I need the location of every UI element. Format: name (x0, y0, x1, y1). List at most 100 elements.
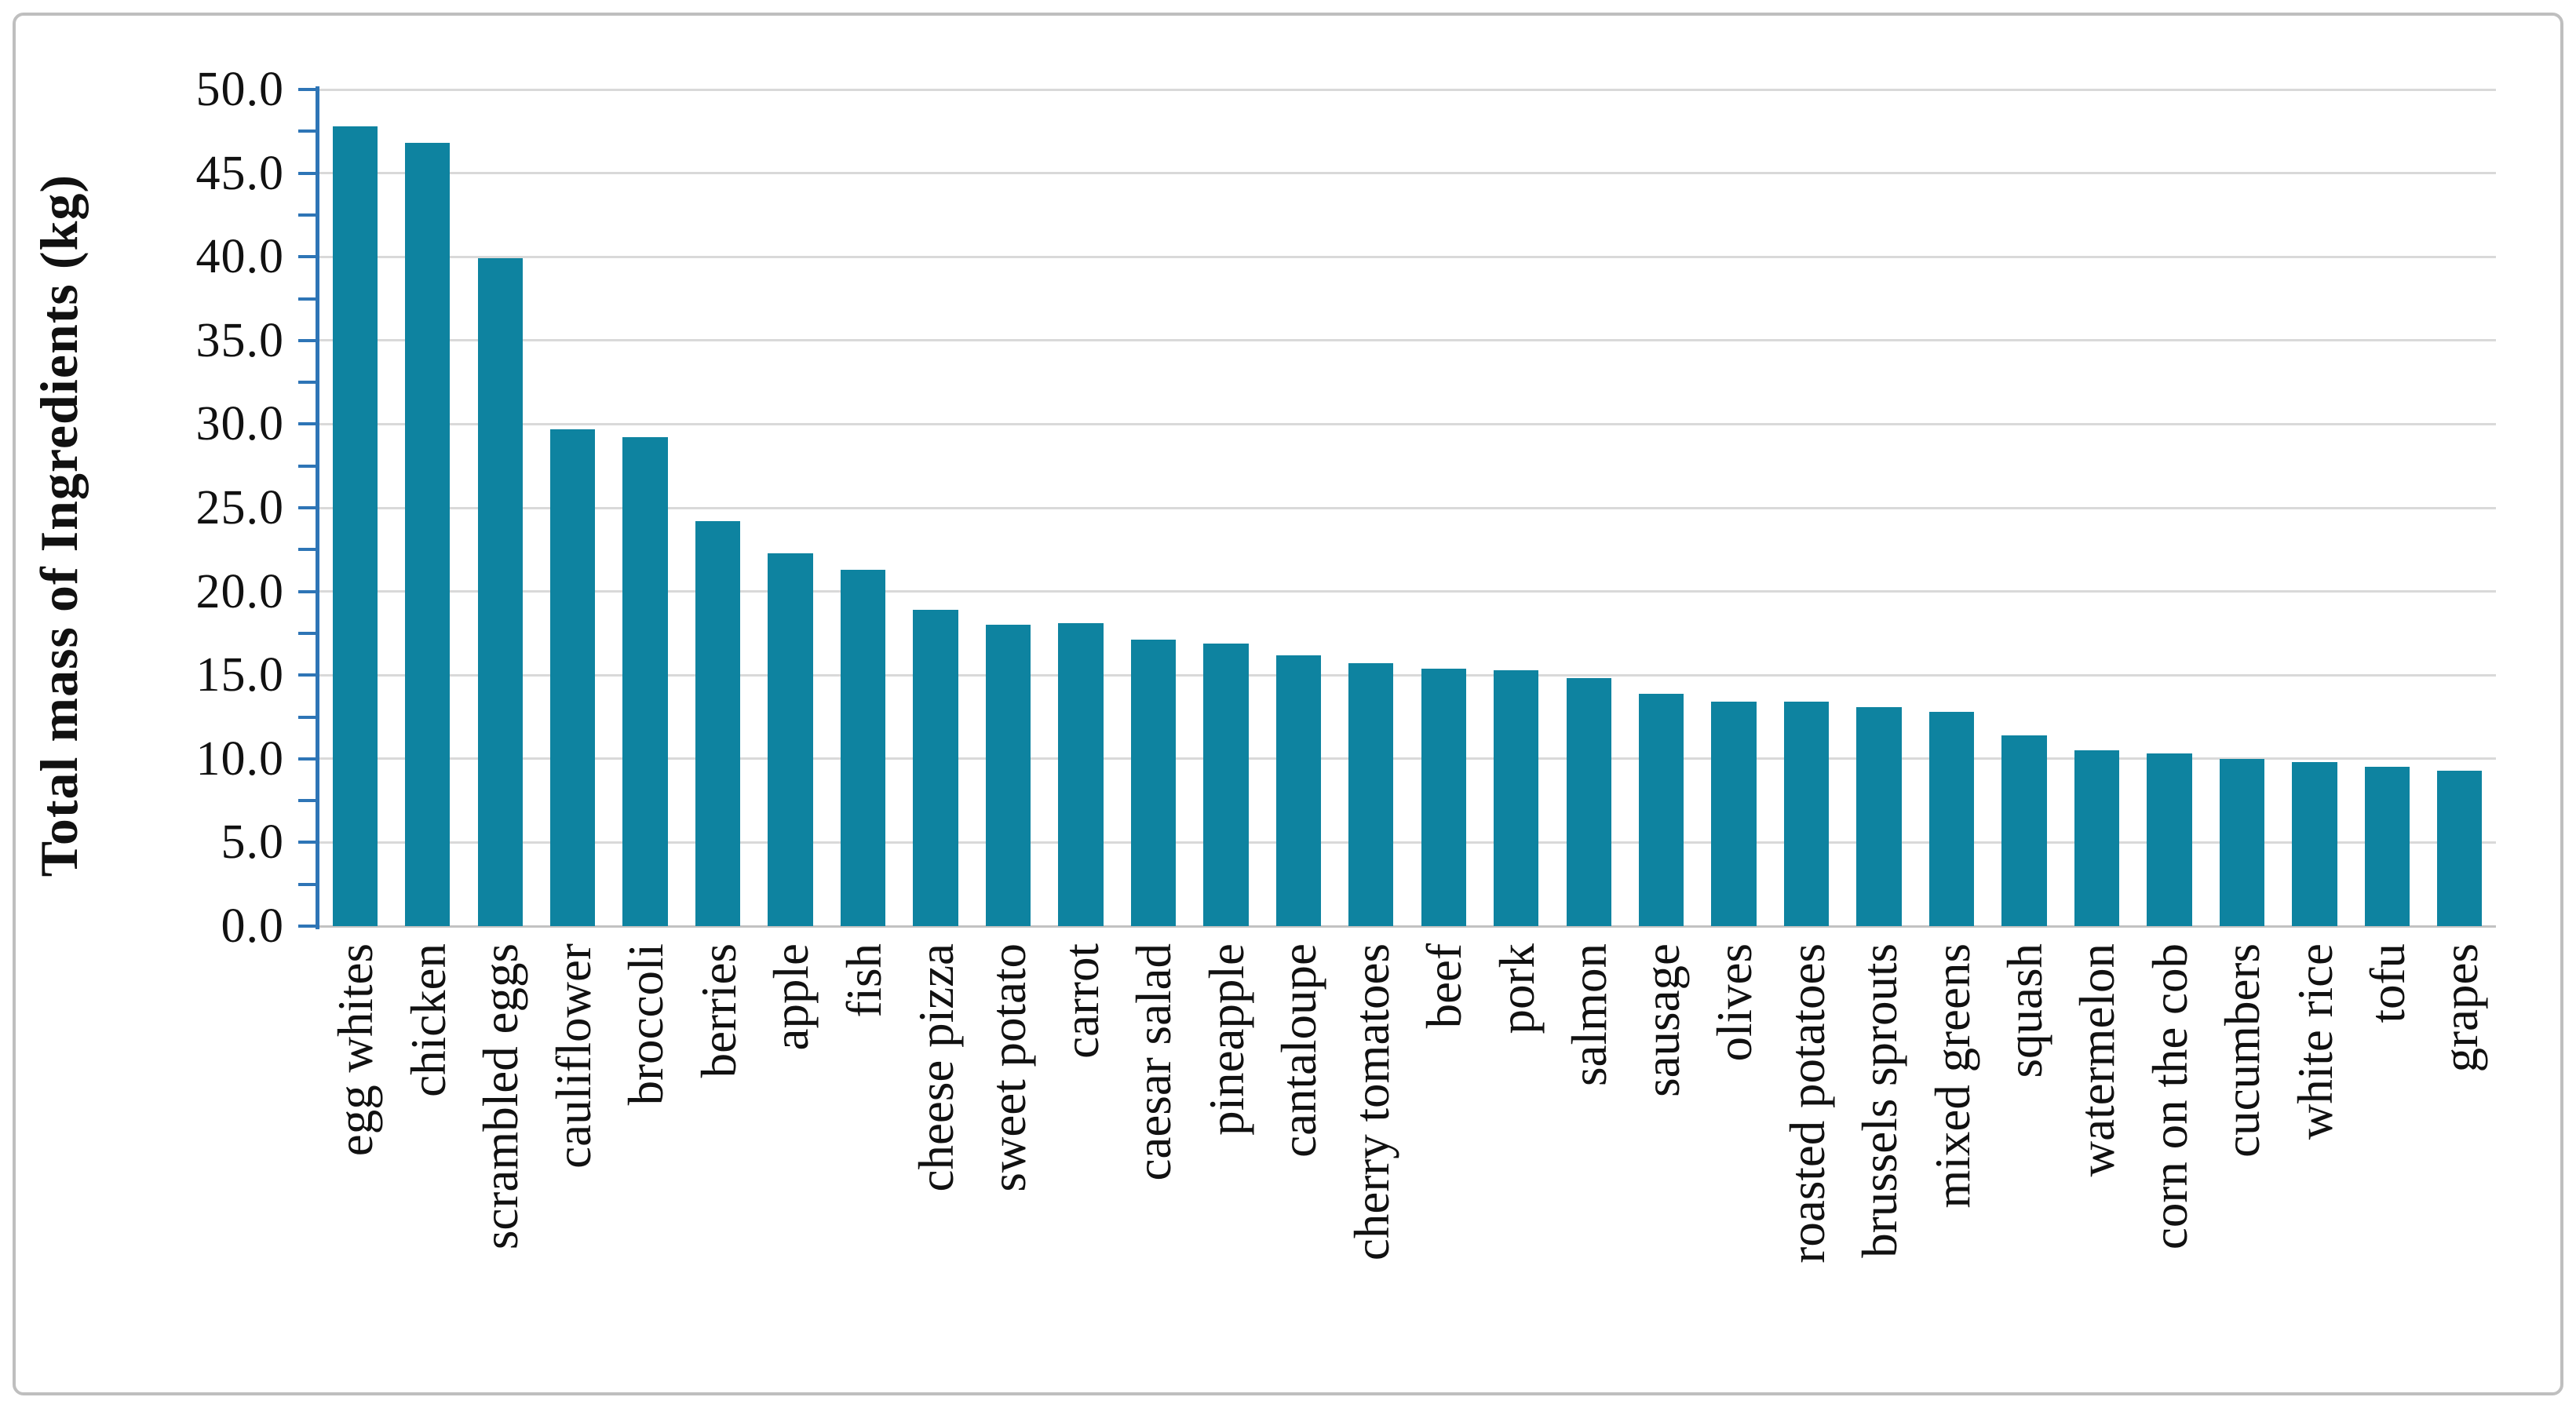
gridline (319, 172, 2496, 175)
x-axis-tick-label: olives (1707, 943, 1763, 1062)
y-axis-tick (298, 715, 316, 719)
y-axis-tick-label: 20.0 (195, 564, 284, 618)
y-axis-tick-label: 50.0 (195, 63, 284, 116)
y-axis-tick (298, 882, 316, 886)
y-axis-tick (298, 506, 316, 509)
bar-chicken (405, 143, 451, 926)
x-axis-tick-label: carrot (1053, 943, 1109, 1059)
y-axis-tick (298, 548, 316, 552)
x-axis-tick-label: tofu (2360, 943, 2416, 1023)
x-axis-tick-label: squash (1997, 943, 2052, 1078)
bar-slot (681, 89, 753, 926)
y-axis-tick (298, 631, 316, 635)
x-axis-tick-label: cauliflower (545, 943, 601, 1169)
y-axis-tick (298, 799, 316, 803)
y-axis-line (316, 86, 319, 929)
bar-slot (2206, 89, 2278, 926)
y-axis-tick-label: 25.0 (195, 481, 284, 534)
x-axis-tick-label: grapes (2432, 943, 2488, 1073)
bar-slot (391, 89, 463, 926)
bar-slot (1553, 89, 1625, 926)
x-axis-tick-label: salmon (1562, 943, 1618, 1086)
bar-beef (1421, 668, 1466, 926)
bar-slot (1262, 89, 1334, 926)
bar-slot (1335, 89, 1407, 926)
gridline (319, 590, 2496, 593)
bar-slot (1625, 89, 1697, 926)
plot-area (319, 89, 2496, 926)
y-axis-tick-label: 10.0 (195, 731, 284, 786)
x-axis-tick-label: cantaloupe (1272, 943, 1327, 1158)
x-axis-tick-label: cheese pizza (908, 943, 964, 1192)
y-axis-tick (298, 925, 316, 928)
bar-slot (536, 89, 608, 926)
bar-slot (2060, 89, 2133, 926)
y-axis-tick-label: 0.0 (221, 899, 284, 953)
bar-watermelon (2074, 750, 2120, 926)
bar-slot (609, 89, 681, 926)
figure-border (13, 13, 2563, 1395)
x-axis-tick-label: sausage (1634, 943, 1690, 1097)
bar-fish (840, 569, 886, 926)
bar-cherry-tomatoes (1348, 663, 1394, 926)
x-axis-tick-label: pineapple (1199, 943, 1254, 1136)
bar-slot (1407, 89, 1480, 926)
bar-berries (695, 521, 741, 926)
bar-caesar-salad (1130, 640, 1177, 926)
gridline (319, 841, 2496, 844)
x-axis-tick-label: berries (691, 943, 746, 1078)
y-axis-tick-label: 30.0 (195, 397, 284, 451)
bar-cheese-pizza (913, 610, 958, 926)
y-axis-tick (298, 589, 316, 593)
y-axis-tick-label: 15.0 (195, 648, 284, 702)
bar-cantaloupe (1275, 655, 1321, 926)
x-axis-tick-label: brussels sprouts (1852, 943, 1908, 1258)
bar-slot (2133, 89, 2206, 926)
bar-grapes (2437, 770, 2483, 926)
bar-pork (1494, 669, 1539, 926)
y-axis-tick (298, 171, 316, 175)
y-axis-tick (298, 338, 316, 342)
bar-slot (754, 89, 826, 926)
y-axis-tick (298, 673, 316, 677)
x-axis-tick-label: sweet potato (981, 943, 1037, 1192)
bar-slot (1698, 89, 1770, 926)
gridline (319, 88, 2496, 91)
bar-apple (768, 553, 813, 926)
bar-slot (2279, 89, 2351, 926)
y-axis-tick (298, 464, 316, 468)
bar-slot (1045, 89, 1117, 926)
bar-corn-on-the-cob (2147, 753, 2192, 926)
x-axis-tick-label: white rice (2287, 943, 2343, 1140)
bar-slot (899, 89, 972, 926)
bar-roasted-potatoes (1783, 702, 1830, 926)
bar-brussels-sprouts (1856, 706, 1902, 926)
bar-mixed-greens (1928, 712, 1975, 926)
x-axis-tick-label: beef (1417, 943, 1472, 1029)
bar-tofu (2364, 767, 2410, 926)
bar-slot (319, 89, 391, 926)
x-axis-tick-label: broccoli (618, 943, 674, 1106)
bar-slot (2424, 89, 2496, 926)
x-axis-tick-label: corn on the cob (2142, 943, 2198, 1250)
x-axis-tick-label: caesar salad (1126, 943, 1182, 1181)
x-axis-tick-label: pork (1489, 943, 1545, 1034)
bar-slot (826, 89, 899, 926)
y-axis-tick-label: 45.0 (195, 146, 284, 200)
bar-slot (1190, 89, 1262, 926)
y-axis-tick (298, 841, 316, 844)
x-axis-baseline (319, 925, 2496, 928)
y-axis-tick-label: 40.0 (195, 230, 284, 284)
bar-cauliflower (549, 429, 596, 926)
x-axis-tick-label: watermelon (2070, 943, 2125, 1177)
y-axis-tick (298, 422, 316, 426)
bar-salmon (1566, 678, 1611, 926)
x-axis-tick-label: fish (836, 943, 892, 1018)
y-axis-tick (298, 255, 316, 259)
bar-slot (1770, 89, 1842, 926)
x-axis-tick-label: chicken (400, 943, 456, 1097)
y-axis-tick (298, 757, 316, 761)
y-axis-tick (298, 213, 316, 217)
gridline (319, 339, 2496, 342)
